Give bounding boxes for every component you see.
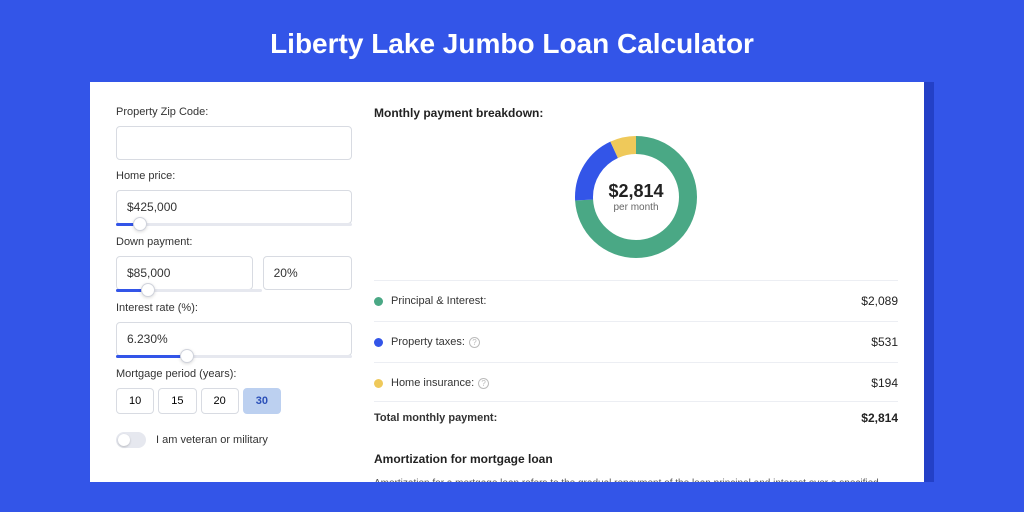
info-icon[interactable]: ?	[478, 378, 489, 389]
amortization-section: Amortization for mortgage loan Amortizat…	[374, 452, 898, 482]
home-price-slider-thumb[interactable]	[133, 217, 147, 231]
info-icon[interactable]: ?	[469, 337, 480, 348]
total-label: Total monthly payment:	[374, 412, 497, 424]
breakdown-row-label: Property taxes:	[391, 336, 465, 348]
legend-dot	[374, 338, 383, 347]
interest-rate-slider[interactable]	[116, 355, 352, 358]
period-button-10[interactable]: 10	[116, 388, 154, 414]
divider	[374, 321, 898, 322]
breakdown-row-label: Principal & Interest:	[391, 295, 486, 307]
legend-dot	[374, 379, 383, 388]
breakdown-row: Home insurance:? $194	[374, 367, 898, 399]
divider	[374, 280, 898, 281]
calculator-card: Property Zip Code: Home price: Down paym…	[90, 82, 924, 482]
mortgage-period-field: Mortgage period (years): 10152030	[116, 368, 352, 414]
home-price-slider[interactable]	[116, 223, 352, 226]
home-price-label: Home price:	[116, 170, 352, 182]
donut-value: $2,814	[608, 181, 663, 202]
period-button-30[interactable]: 30	[243, 388, 281, 414]
veteran-toggle[interactable]	[116, 432, 146, 448]
breakdown-row-label: Home insurance:	[391, 377, 474, 389]
veteran-row: I am veteran or military	[116, 432, 352, 448]
amortization-text: Amortization for a mortgage loan refers …	[374, 476, 898, 482]
down-payment-field: Down payment:	[116, 236, 352, 292]
down-payment-slider-thumb[interactable]	[141, 283, 155, 297]
page-title: Liberty Lake Jumbo Loan Calculator	[0, 0, 1024, 82]
breakdown-row: Principal & Interest: $2,089	[374, 285, 898, 317]
breakdown-row-value: $2,089	[861, 294, 898, 308]
interest-rate-field: Interest rate (%):	[116, 302, 352, 358]
donut-wrap: $2,814 per month	[374, 130, 898, 276]
breakdown-title: Monthly payment breakdown:	[374, 106, 898, 120]
period-button-15[interactable]: 15	[158, 388, 196, 414]
interest-rate-slider-fill	[116, 355, 187, 358]
period-button-20[interactable]: 20	[201, 388, 239, 414]
donut-center: $2,814 per month	[575, 136, 697, 258]
mortgage-period-group: 10152030	[116, 388, 352, 414]
veteran-toggle-knob	[118, 434, 130, 446]
breakdown-row-value: $531	[871, 335, 898, 349]
down-payment-slider[interactable]	[116, 289, 262, 292]
donut-sub: per month	[613, 202, 658, 213]
divider	[374, 362, 898, 363]
down-payment-percent-input[interactable]	[263, 256, 352, 290]
zip-field: Property Zip Code:	[116, 106, 352, 160]
down-payment-label: Down payment:	[116, 236, 352, 248]
mortgage-period-label: Mortgage period (years):	[116, 368, 352, 380]
home-price-input[interactable]	[116, 190, 352, 224]
breakdown-row-value: $194	[871, 376, 898, 390]
amortization-title: Amortization for mortgage loan	[374, 452, 898, 466]
form-panel: Property Zip Code: Home price: Down paym…	[116, 106, 352, 482]
zip-label: Property Zip Code:	[116, 106, 352, 118]
breakdown-rows: Principal & Interest: $2,089 Property taxe…	[374, 285, 898, 399]
home-price-field: Home price:	[116, 170, 352, 226]
zip-input[interactable]	[116, 126, 352, 160]
interest-rate-slider-thumb[interactable]	[180, 349, 194, 363]
breakdown-panel: Monthly payment breakdown: $2,814 per mo…	[374, 106, 898, 482]
total-row: Total monthly payment: $2,814	[374, 401, 898, 434]
legend-dot	[374, 297, 383, 306]
total-value: $2,814	[861, 411, 898, 425]
veteran-label: I am veteran or military	[156, 434, 268, 446]
down-payment-amount-input[interactable]	[116, 256, 253, 290]
donut-chart: $2,814 per month	[575, 136, 697, 258]
interest-rate-label: Interest rate (%):	[116, 302, 352, 314]
interest-rate-input[interactable]	[116, 322, 352, 356]
card-shadow: Property Zip Code: Home price: Down paym…	[90, 82, 934, 482]
breakdown-row: Property taxes:? $531	[374, 326, 898, 358]
